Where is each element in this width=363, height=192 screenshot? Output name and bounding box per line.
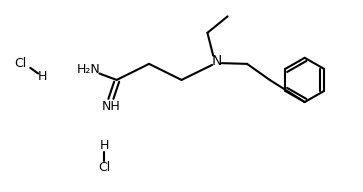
Text: Cl: Cl <box>14 57 26 70</box>
Text: H: H <box>37 70 47 83</box>
Text: H: H <box>99 139 109 152</box>
Text: NH: NH <box>102 100 121 113</box>
Text: Cl: Cl <box>98 161 110 174</box>
Text: H₂N: H₂N <box>77 63 101 76</box>
Text: N: N <box>211 54 222 68</box>
